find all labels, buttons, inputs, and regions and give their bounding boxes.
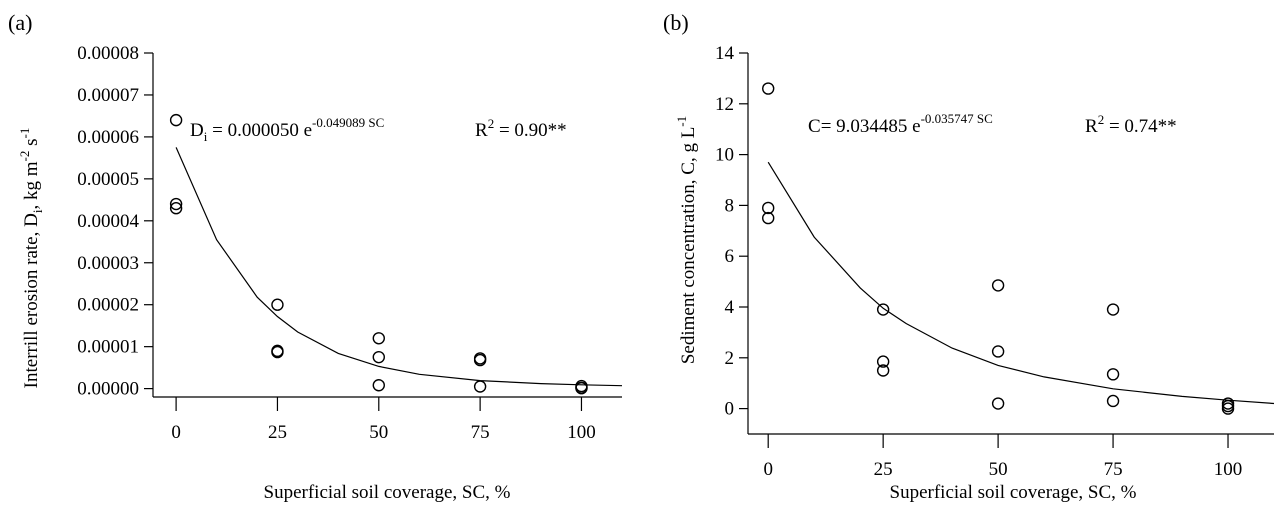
a-x-tick-label: 100 [567,422,596,443]
a-x-tick-label: 25 [268,422,287,443]
a-data-point [271,345,284,359]
panel-b-x-axis-label: Superficial soil coverage, SC, % [890,482,1137,503]
a-y-tick-label: 0.00007 [77,85,139,106]
panel-b-axes [747,53,1274,435]
panel-a: (a) 0.000000.000010.000020.000030.000040… [8,10,623,503]
a-data-point [575,381,588,395]
panel-b: (b) 0 2 4 6 8 10 12 14 0 25 50 75 100 C= 9.034485 e… [663,10,1275,503]
b-data-point [1221,402,1235,415]
b-y-tick-label: 6 [725,246,735,267]
b-x-tick-label: 50 [989,459,1008,480]
panel-b-fit-curve [767,161,1275,405]
panel-b-x-ticks: 0 25 50 75 100 [763,434,1242,480]
b-y-tick-label: 14 [715,43,735,64]
b-data-point [1106,303,1120,316]
a-data-point [271,298,284,311]
a-data-point [372,350,385,364]
a-x-tick-label: 75 [471,422,490,443]
a-y-tick-label: 0.00008 [77,43,139,64]
panel-a-data-points [169,113,588,395]
b-y-tick-label: 2 [725,348,735,369]
a-data-point [169,197,183,211]
b-data-point [876,355,890,368]
panel-b-y-ticks: 0 2 4 6 8 10 12 14 [715,43,748,420]
b-y-tick-label: 8 [725,195,735,216]
b-data-point [1106,368,1120,381]
a-y-tick-label: 0.00002 [77,295,139,316]
panel-a-axes [152,53,622,398]
panel-a-y-axis-label: Interrill erosion rate, Di, kg m-2 s-1 [17,128,45,389]
panel-a-x-ticks: 0 25 50 75 100 [171,397,596,443]
a-data-point [372,332,385,345]
a-y-tick-label: 0.00004 [77,211,139,232]
b-data-point [991,397,1005,410]
a-y-tick-label: 0.00001 [77,337,139,358]
b-data-point [1221,399,1235,413]
b-x-tick-label: 25 [874,459,893,480]
a-x-tick-label: 50 [369,422,388,443]
b-x-tick-label: 75 [1104,459,1123,480]
b-y-tick-label: 4 [725,297,735,318]
panel-b-r-squared: R2 = 0.74** [1085,112,1177,137]
a-data-point [169,113,183,127]
a-data-point [372,379,385,392]
b-y-tick-label: 12 [715,94,734,115]
a-y-tick-label: 0.00006 [77,127,139,148]
panel-label-b: (b) [663,10,689,35]
a-data-point [169,202,183,215]
a-y-tick-label: 0.00003 [77,253,139,274]
panel-a-equation: Di = 0.000050 e-0.049089 SC [190,115,384,144]
b-x-tick-label: 100 [1214,459,1243,480]
a-data-point [473,380,487,393]
panel-b-data-points [761,82,1235,415]
b-data-point [991,279,1005,292]
b-x-tick-label: 0 [763,459,773,480]
panel-a-r-squared: R2 = 0.90** [475,116,567,141]
a-x-tick-label: 0 [171,422,181,443]
a-y-tick-label: 0.00000 [77,379,139,400]
b-y-tick-label: 10 [715,145,734,166]
panel-a-x-axis-label: Superficial soil coverage, SC, % [264,482,511,503]
b-data-point [761,82,775,95]
b-y-tick-label: 0 [725,399,735,420]
panel-a-y-ticks: 0.00000 0.00001 0.00002 0.00003 0.00004 0.000… [77,43,153,400]
a-y-tick-label: 0.00005 [77,169,139,190]
b-data-point [876,364,890,377]
b-data-point [761,211,775,225]
b-data-point [1106,394,1120,408]
panel-a-fit-curve [175,147,623,387]
panel-b-equation: C= 9.034485 e-0.035747 SC [808,111,993,137]
a-data-point [473,353,487,367]
panel-b-y-axis-label: Sediment concentration, C, g L-1 [674,116,699,364]
panel-label-a: (a) [8,10,32,35]
b-data-point [761,201,775,215]
b-data-point [991,345,1005,358]
b-data-point [876,303,890,316]
